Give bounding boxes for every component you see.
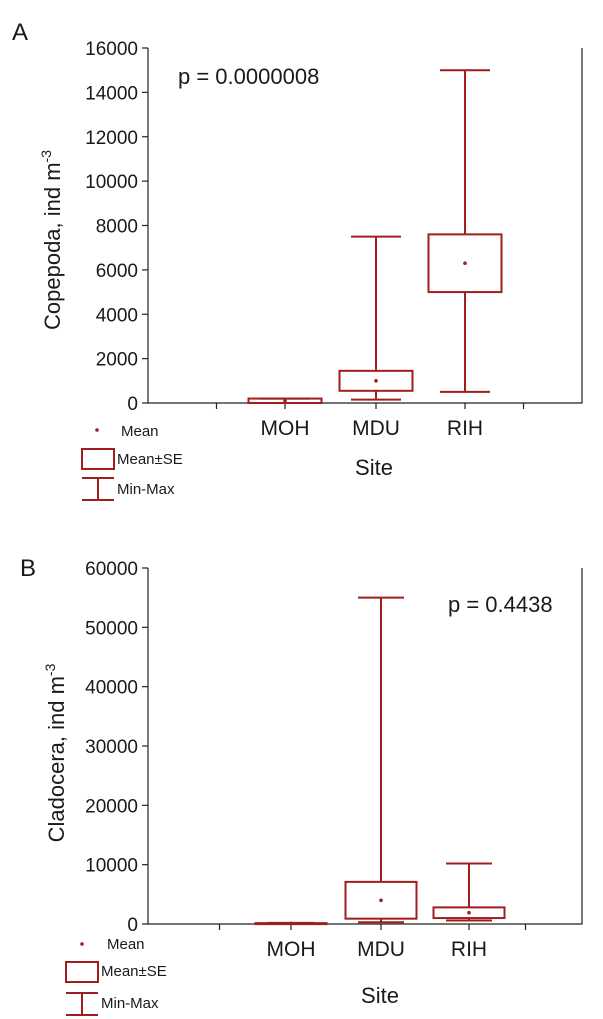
y-tick-label: 6000 (96, 261, 138, 282)
x-tick-label: RIH (451, 938, 487, 961)
box-rih (427, 69, 503, 393)
y-tick-label: 4000 (96, 305, 138, 326)
x-tick-label: MDU (352, 417, 400, 440)
panel-b-legend: Mean Mean±SE Min-Max (65, 936, 167, 1016)
legend-mean-se-label: Mean±SE (117, 451, 183, 468)
panel-b-pvalue: p = 0.4438 (448, 592, 553, 617)
y-tick-label: 0 (127, 915, 138, 936)
mean-point (467, 910, 471, 915)
whisker (440, 69, 490, 393)
x-tick-label: MOH (267, 938, 316, 961)
legend-mean-marker (80, 942, 84, 946)
se-box (432, 906, 506, 920)
panel-a-label: A (12, 19, 28, 46)
y-tick-label: 2000 (96, 350, 138, 371)
box-rih (432, 862, 506, 922)
legend-min-max-marker (82, 477, 114, 501)
legend-min-max-marker (66, 992, 98, 1016)
panel-a-pvalue: p = 0.0000008 (178, 64, 319, 89)
y-tick-label: 60000 (85, 559, 138, 580)
se-box (427, 233, 503, 294)
whisker (446, 862, 492, 922)
y-tick-label: 0 (127, 394, 138, 415)
axis-frame (147, 568, 583, 925)
y-tick-label: 16000 (85, 39, 138, 60)
panel-a: A 0 2000 4000 6000 8000 10000 12000 14000 16000 M… (12, 19, 583, 501)
legend-mean-marker (95, 428, 99, 432)
panel-a-ylabel: Copepoda, ind m-3 (38, 150, 65, 330)
mean-point (283, 398, 287, 403)
plot-b: 0 10000 20000 30000 40000 50000 60000 MOH MDU RIH (85, 559, 583, 961)
box-moh (254, 921, 328, 926)
legend-min-max-label: Min-Max (117, 481, 175, 498)
legend-mean-se-marker (65, 961, 99, 983)
mean-point (379, 898, 383, 903)
panel-a-xlabel: Site (355, 455, 393, 480)
y-tick-label: 14000 (85, 83, 138, 104)
y-tick-label: 40000 (85, 678, 138, 699)
plot-a: 0 2000 4000 6000 8000 10000 12000 14000 16000 MOH… (85, 39, 583, 440)
legend-min-max-label: Min-Max (101, 995, 159, 1012)
panel-b-ylabel: Cladocera, ind m-3 (42, 663, 69, 842)
y-tick-label: 8000 (96, 217, 138, 238)
panel-b: B 0 10000 20000 30000 40000 50000 60000 MOH MDU R… (20, 555, 583, 1016)
y-tick-label: 10000 (85, 856, 138, 877)
se-box (247, 397, 323, 404)
y-tick-label: 20000 (85, 796, 138, 817)
legend-mean-se-marker (81, 448, 115, 470)
y-tick-label: 50000 (85, 618, 138, 639)
mean-point (374, 379, 378, 383)
x-tick-label: RIH (447, 417, 483, 440)
box-moh (247, 397, 323, 404)
mean-point (289, 921, 293, 926)
whisker (358, 596, 404, 924)
axis-frame (147, 48, 583, 404)
panel-b-label: B (20, 555, 36, 582)
y-tick-label: 30000 (85, 737, 138, 758)
legend-mean-label: Mean (107, 936, 145, 953)
se-box (344, 880, 418, 920)
se-box (338, 369, 414, 392)
y-tick-label: 10000 (85, 172, 138, 193)
box-mdu (338, 235, 414, 401)
box-mdu (344, 596, 418, 924)
y-tick-label: 12000 (85, 128, 138, 149)
x-tick-label: MDU (357, 938, 405, 961)
mean-point (463, 261, 467, 266)
panel-b-xlabel: Site (361, 983, 399, 1008)
x-tick-label: MOH (261, 417, 310, 440)
legend-mean-label: Mean (121, 423, 159, 440)
whisker (351, 235, 401, 401)
panel-a-legend: Mean Mean±SE Min-Max (81, 423, 183, 501)
legend-mean-se-label: Mean±SE (101, 963, 167, 980)
